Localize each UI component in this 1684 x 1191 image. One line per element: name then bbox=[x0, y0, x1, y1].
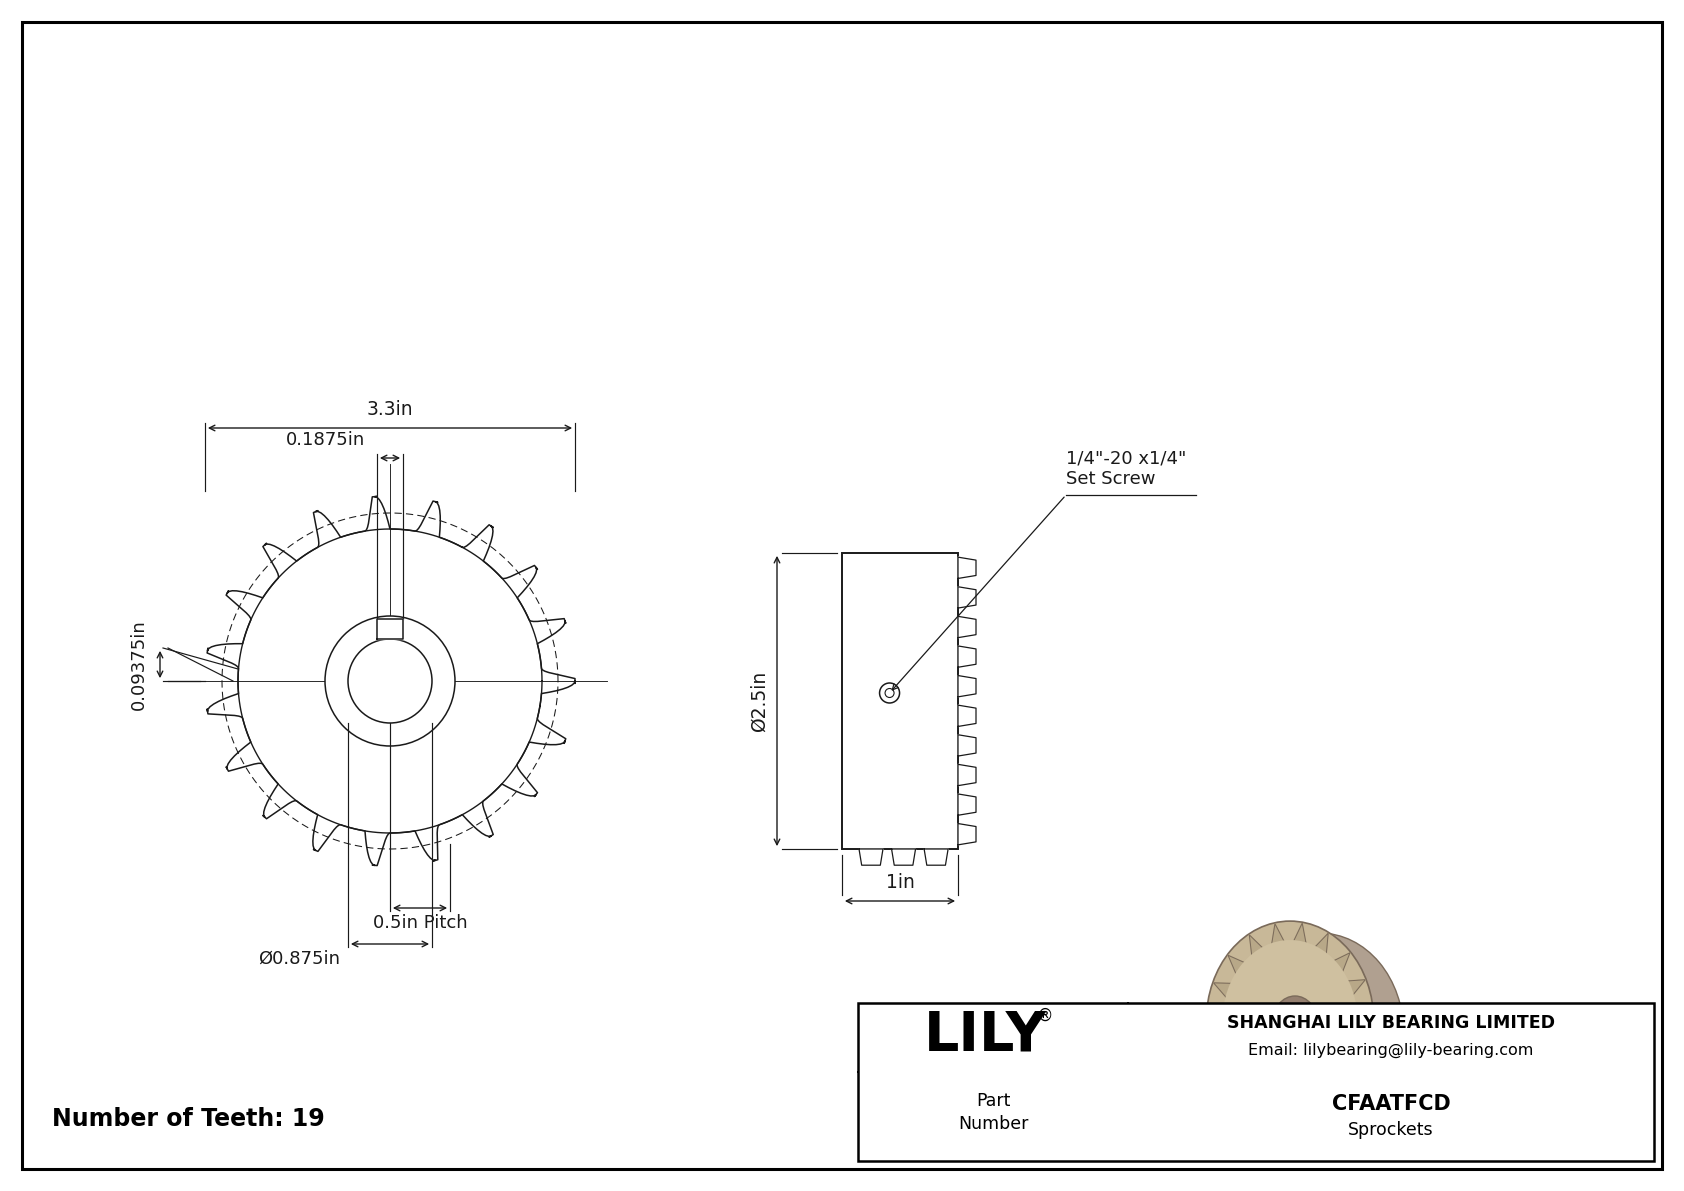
Polygon shape bbox=[1340, 1055, 1361, 1073]
Polygon shape bbox=[1332, 953, 1351, 973]
Polygon shape bbox=[958, 705, 977, 727]
Ellipse shape bbox=[1206, 921, 1374, 1121]
Text: ®: ® bbox=[1037, 1006, 1052, 1024]
Polygon shape bbox=[958, 587, 977, 609]
Polygon shape bbox=[958, 823, 977, 844]
Polygon shape bbox=[1314, 934, 1329, 956]
Polygon shape bbox=[1354, 1005, 1372, 1022]
Polygon shape bbox=[958, 646, 977, 667]
Text: 1/4"-20 x1/4"
Set Screw: 1/4"-20 x1/4" Set Screw bbox=[1066, 449, 1186, 488]
Bar bbox=[842, 553, 958, 849]
Polygon shape bbox=[1352, 1030, 1371, 1047]
Polygon shape bbox=[1346, 980, 1366, 996]
Polygon shape bbox=[859, 849, 882, 865]
Text: 0.5in Pitch: 0.5in Pitch bbox=[372, 913, 468, 933]
Polygon shape bbox=[958, 794, 977, 816]
Polygon shape bbox=[1325, 1075, 1342, 1098]
Polygon shape bbox=[1221, 1058, 1239, 1077]
Polygon shape bbox=[1271, 924, 1285, 947]
Text: Part
Number: Part Number bbox=[958, 1092, 1029, 1133]
Polygon shape bbox=[958, 735, 977, 756]
Text: Email: lilybearing@lily-bearing.com: Email: lilybearing@lily-bearing.com bbox=[1248, 1043, 1534, 1058]
Text: 3.3in: 3.3in bbox=[367, 400, 413, 419]
Text: 1in: 1in bbox=[886, 873, 914, 892]
Polygon shape bbox=[377, 619, 402, 640]
Ellipse shape bbox=[1273, 996, 1317, 1050]
Polygon shape bbox=[207, 497, 574, 866]
Polygon shape bbox=[958, 557, 977, 579]
Text: SHANGHAI LILY BEARING LIMITED: SHANGHAI LILY BEARING LIMITED bbox=[1228, 1015, 1554, 1033]
Text: CFAATFCD: CFAATFCD bbox=[1332, 1095, 1450, 1115]
Text: Ø0.875in: Ø0.875in bbox=[258, 950, 340, 968]
Text: 0.1875in: 0.1875in bbox=[286, 431, 365, 449]
Circle shape bbox=[325, 616, 455, 746]
Polygon shape bbox=[1214, 983, 1233, 999]
Circle shape bbox=[349, 640, 433, 723]
Polygon shape bbox=[1285, 1098, 1298, 1120]
Text: Number of Teeth: 19: Number of Teeth: 19 bbox=[52, 1106, 325, 1131]
Polygon shape bbox=[1250, 935, 1265, 958]
Polygon shape bbox=[1211, 1034, 1229, 1049]
Circle shape bbox=[1325, 1022, 1335, 1030]
Polygon shape bbox=[1228, 955, 1246, 975]
Polygon shape bbox=[1207, 1008, 1226, 1024]
Polygon shape bbox=[891, 849, 916, 865]
Polygon shape bbox=[1305, 1091, 1319, 1114]
Text: Ø2.5in: Ø2.5in bbox=[749, 671, 770, 731]
Text: 0.09375in: 0.09375in bbox=[130, 619, 148, 710]
Polygon shape bbox=[925, 849, 948, 865]
Polygon shape bbox=[1239, 1078, 1256, 1100]
Polygon shape bbox=[1320, 983, 1352, 1071]
Polygon shape bbox=[1293, 923, 1307, 946]
Polygon shape bbox=[958, 675, 977, 697]
Text: Sprockets: Sprockets bbox=[1349, 1122, 1433, 1140]
Ellipse shape bbox=[1236, 933, 1404, 1133]
Circle shape bbox=[879, 682, 899, 703]
Bar bbox=[859, 1003, 1654, 1161]
Polygon shape bbox=[958, 617, 977, 637]
Polygon shape bbox=[958, 765, 977, 786]
Text: LILY: LILY bbox=[923, 1009, 1046, 1062]
Ellipse shape bbox=[1223, 940, 1357, 1102]
Polygon shape bbox=[1263, 1092, 1276, 1115]
